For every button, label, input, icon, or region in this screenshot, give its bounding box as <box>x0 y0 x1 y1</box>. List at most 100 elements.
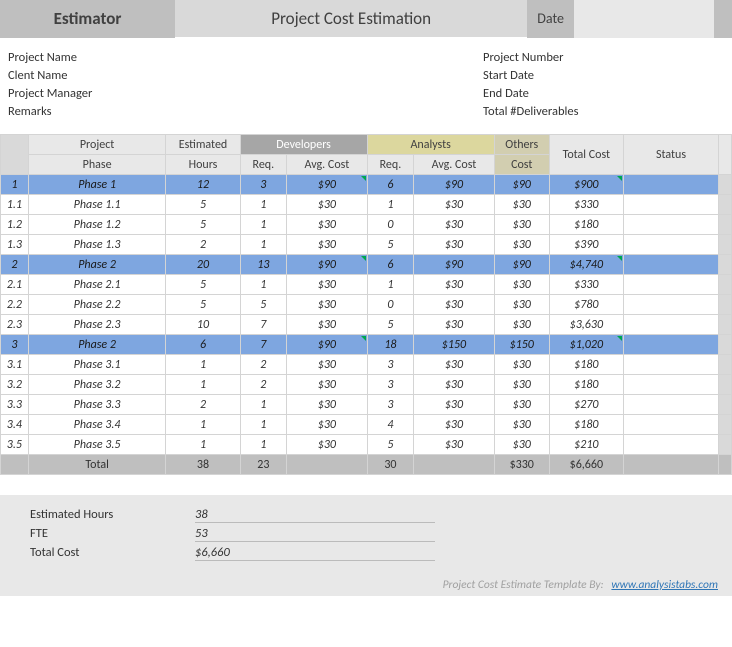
cell-hours[interactable]: 5 <box>166 275 240 295</box>
cell-ana-req[interactable]: 5 <box>367 315 414 335</box>
cell-status[interactable] <box>623 355 718 375</box>
cell-ana-req[interactable]: 6 <box>367 255 414 275</box>
cell-dev-req[interactable]: 1 <box>240 415 287 435</box>
sub-row[interactable]: 1.2Phase 1.251$300$30$30$180 <box>1 215 732 235</box>
cell-status[interactable] <box>623 335 718 355</box>
cell-ana-avg[interactable]: $30 <box>414 195 494 215</box>
cell-others[interactable]: $30 <box>494 215 549 235</box>
cell-ana-avg[interactable]: $150 <box>414 335 494 355</box>
cell-hours[interactable]: 1 <box>166 435 240 455</box>
cell-status[interactable] <box>623 275 718 295</box>
cell-dev-avg[interactable]: $30 <box>287 235 367 255</box>
cell-total[interactable]: $330 <box>549 275 623 295</box>
sub-row[interactable]: 3.1Phase 3.112$303$30$30$180 <box>1 355 732 375</box>
cell-dev-req[interactable]: 5 <box>240 295 287 315</box>
cell-dev-avg[interactable]: $30 <box>287 375 367 395</box>
cell-total[interactable]: $1,020 <box>549 335 623 355</box>
cell-ana-avg[interactable]: $30 <box>414 235 494 255</box>
cell-others[interactable]: $90 <box>494 255 549 275</box>
cell-ana-req[interactable]: 4 <box>367 415 414 435</box>
cell-dev-req[interactable]: 2 <box>240 355 287 375</box>
cell-phase[interactable]: Phase 1.1 <box>28 195 166 215</box>
cell-phase[interactable]: Phase 3.1 <box>28 355 166 375</box>
sub-row[interactable]: 2.2Phase 2.255$300$30$30$780 <box>1 295 732 315</box>
cell-hours[interactable]: 2 <box>166 235 240 255</box>
cell-dev-avg[interactable]: $30 <box>287 215 367 235</box>
cell-dev-avg[interactable]: $30 <box>287 195 367 215</box>
cell-hours[interactable]: 12 <box>166 175 240 195</box>
cell-total[interactable]: $780 <box>549 295 623 315</box>
cell-status[interactable] <box>623 235 718 255</box>
phase-row[interactable]: 2Phase 22013$906$90$90$4,740 <box>1 255 732 275</box>
cell-ana-req[interactable]: 1 <box>367 195 414 215</box>
cell-phase[interactable]: Phase 2 <box>28 255 166 275</box>
cell-others[interactable]: $30 <box>494 375 549 395</box>
cell-dev-req[interactable]: 1 <box>240 235 287 255</box>
cell-total[interactable]: $180 <box>549 415 623 435</box>
cell-total[interactable]: $180 <box>549 215 623 235</box>
cell-status[interactable] <box>623 215 718 235</box>
cell-total[interactable]: $390 <box>549 235 623 255</box>
cell-status[interactable] <box>623 415 718 435</box>
cell-hours[interactable]: 5 <box>166 215 240 235</box>
cell-total[interactable]: $270 <box>549 395 623 415</box>
cell-phase[interactable]: Phase 2.1 <box>28 275 166 295</box>
cell-dev-req[interactable]: 1 <box>240 275 287 295</box>
cell-others[interactable]: $30 <box>494 195 549 215</box>
cell-ana-avg[interactable]: $30 <box>414 375 494 395</box>
cell-phase[interactable]: Phase 1.2 <box>28 215 166 235</box>
cell-ana-req[interactable]: 6 <box>367 175 414 195</box>
cell-dev-req[interactable]: 7 <box>240 335 287 355</box>
cell-others[interactable]: $30 <box>494 415 549 435</box>
cell-ana-req[interactable]: 3 <box>367 355 414 375</box>
cell-total[interactable]: $210 <box>549 435 623 455</box>
sub-row[interactable]: 1.3Phase 1.321$305$30$30$390 <box>1 235 732 255</box>
cell-status[interactable] <box>623 295 718 315</box>
cell-ana-req[interactable]: 3 <box>367 375 414 395</box>
cell-phase[interactable]: Phase 1 <box>28 175 166 195</box>
sub-row[interactable]: 1.1Phase 1.151$301$30$30$330 <box>1 195 732 215</box>
cell-dev-avg[interactable]: $30 <box>287 355 367 375</box>
cell-hours[interactable]: 5 <box>166 195 240 215</box>
date-input[interactable] <box>574 0 714 38</box>
cell-dev-req[interactable]: 3 <box>240 175 287 195</box>
sub-row[interactable]: 2.3Phase 2.3107$305$30$30$3,630 <box>1 315 732 335</box>
cell-others[interactable]: $30 <box>494 275 549 295</box>
phase-row[interactable]: 3Phase 267$9018$150$150$1,020 <box>1 335 732 355</box>
cell-others[interactable]: $90 <box>494 175 549 195</box>
cell-status[interactable] <box>623 375 718 395</box>
cell-status[interactable] <box>623 195 718 215</box>
cell-phase[interactable]: Phase 2.2 <box>28 295 166 315</box>
cell-total[interactable]: $180 <box>549 375 623 395</box>
cell-hours[interactable]: 5 <box>166 295 240 315</box>
cell-ana-avg[interactable]: $30 <box>414 295 494 315</box>
cell-dev-req[interactable]: 1 <box>240 395 287 415</box>
cell-phase[interactable]: Phase 2.3 <box>28 315 166 335</box>
cell-ana-avg[interactable]: $30 <box>414 415 494 435</box>
sub-row[interactable]: 3.4Phase 3.411$304$30$30$180 <box>1 415 732 435</box>
cell-status[interactable] <box>623 435 718 455</box>
footer-link[interactable]: www.analysistabs.com <box>611 578 718 592</box>
cell-dev-avg[interactable]: $30 <box>287 395 367 415</box>
cell-dev-req[interactable]: 1 <box>240 195 287 215</box>
cell-hours[interactable]: 1 <box>166 375 240 395</box>
cell-phase[interactable]: Phase 1.3 <box>28 235 166 255</box>
cell-others[interactable]: $30 <box>494 395 549 415</box>
cell-phase[interactable]: Phase 3.2 <box>28 375 166 395</box>
cell-dev-req[interactable]: 7 <box>240 315 287 335</box>
cell-others[interactable]: $30 <box>494 315 549 335</box>
cell-others[interactable]: $150 <box>494 335 549 355</box>
cell-status[interactable] <box>623 255 718 275</box>
cell-total[interactable]: $4,740 <box>549 255 623 275</box>
cell-ana-req[interactable]: 18 <box>367 335 414 355</box>
cell-status[interactable] <box>623 175 718 195</box>
cell-hours[interactable]: 2 <box>166 395 240 415</box>
cell-ana-avg[interactable]: $30 <box>414 395 494 415</box>
cell-ana-avg[interactable]: $90 <box>414 255 494 275</box>
cell-status[interactable] <box>623 315 718 335</box>
cell-ana-req[interactable]: 1 <box>367 275 414 295</box>
cell-others[interactable]: $30 <box>494 355 549 375</box>
sub-row[interactable]: 3.2Phase 3.212$303$30$30$180 <box>1 375 732 395</box>
cell-phase[interactable]: Phase 2 <box>28 335 166 355</box>
cell-dev-req[interactable]: 1 <box>240 435 287 455</box>
